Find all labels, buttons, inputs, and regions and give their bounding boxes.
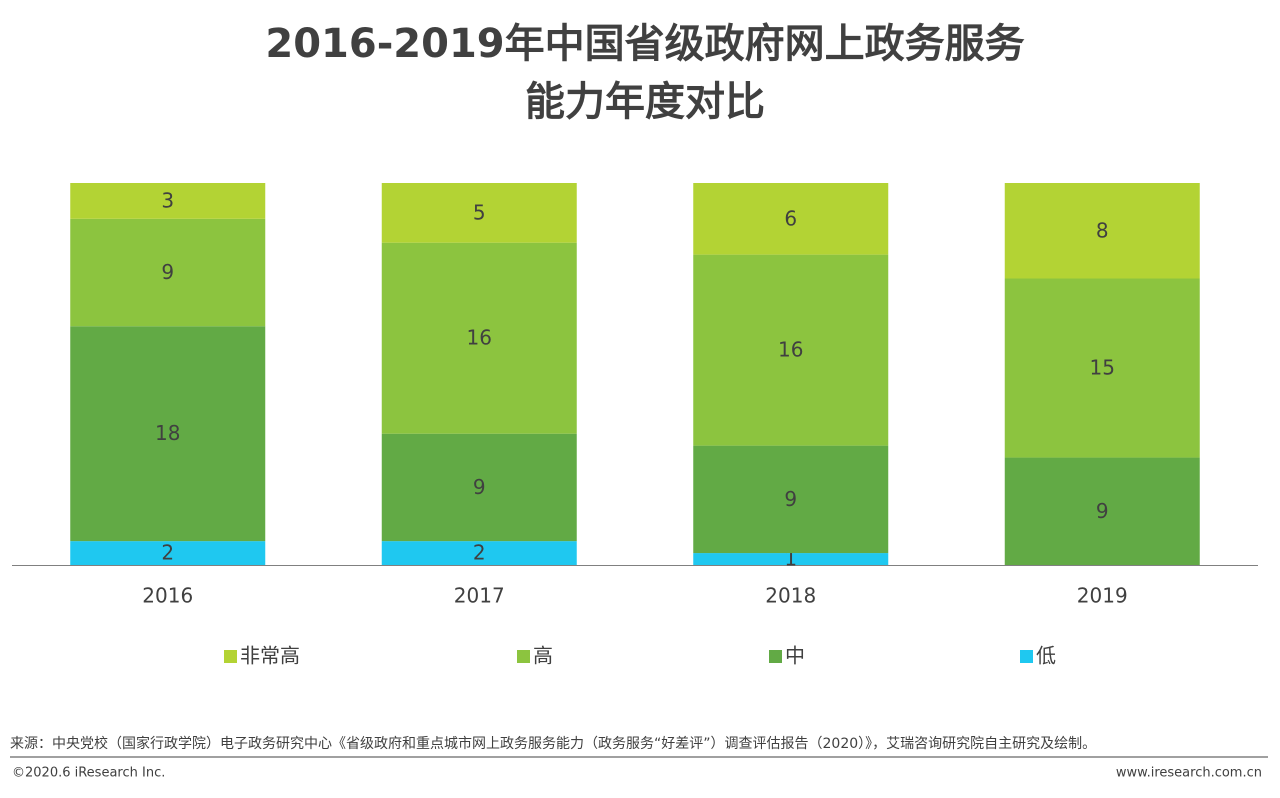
- data-label: 9: [161, 260, 174, 284]
- bar-segment: [1004, 278, 1200, 458]
- x-tick-label: 2018: [765, 584, 816, 608]
- bar-segment: [381, 242, 577, 434]
- x-tick-label: 2017: [454, 584, 505, 608]
- bar-segment: [1004, 457, 1200, 565]
- bar-segment: [70, 541, 266, 565]
- legend-swatch: [224, 650, 237, 663]
- data-label: 6: [784, 206, 797, 230]
- data-label: 9: [1096, 499, 1109, 523]
- bar-segment: [381, 433, 577, 542]
- bar-segment: [693, 183, 889, 255]
- data-label: 16: [467, 326, 492, 350]
- website: www.iresearch.com.cn: [1116, 766, 1262, 781]
- legend-label: 高: [533, 644, 553, 668]
- data-label: 3: [161, 188, 174, 212]
- legend-label: 中: [785, 644, 805, 668]
- legend-label: 低: [1036, 644, 1056, 668]
- bar-segment: [693, 553, 889, 565]
- legend-label: 非常高: [240, 644, 300, 668]
- data-label: 18: [155, 421, 180, 445]
- bar-segment: [381, 183, 577, 243]
- data-label: 15: [1090, 356, 1115, 380]
- bar-segment: [693, 445, 889, 554]
- data-label: 16: [778, 338, 803, 362]
- chart-title: 能力年度对比: [525, 79, 765, 125]
- source: 来源：中央党校（国家行政学院）电子政务研究中心《省级政府和重点城市网上政务服务能…: [10, 735, 1096, 752]
- legend-swatch: [517, 650, 530, 663]
- data-label: 2: [161, 541, 174, 565]
- chart-title: 2016-2019年中国省级政府网上政务服务: [265, 21, 1024, 67]
- data-label: 5: [473, 200, 486, 224]
- bar-segment: [70, 218, 266, 327]
- legend-swatch: [769, 650, 782, 663]
- data-label: 2: [473, 541, 486, 565]
- bar-segment: [1004, 183, 1200, 279]
- x-tick-label: 2016: [142, 584, 193, 608]
- data-label: 8: [1096, 218, 1109, 242]
- copyright: ©2020.6 iResearch Inc.: [12, 766, 165, 781]
- legend-swatch: [1020, 650, 1033, 663]
- data-label: 9: [473, 475, 486, 499]
- x-tick-label: 2019: [1077, 584, 1128, 608]
- bar-segment: [693, 254, 889, 446]
- bar-segment: [70, 326, 266, 542]
- bar-segment: [70, 183, 266, 219]
- data-label: 9: [784, 487, 797, 511]
- bar-segment: [381, 541, 577, 565]
